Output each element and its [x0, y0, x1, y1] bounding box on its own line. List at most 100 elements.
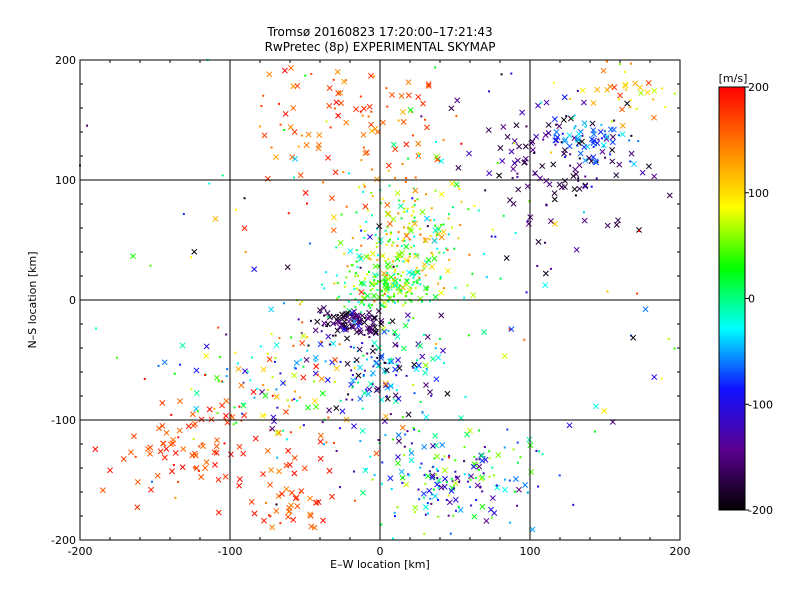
data-point-dot — [603, 130, 606, 133]
data-point-x — [251, 510, 258, 517]
data-point-dot — [490, 235, 493, 238]
data-point-x — [452, 496, 459, 503]
data-point-dot — [327, 416, 330, 419]
data-point-x — [391, 329, 398, 336]
data-point-x — [293, 494, 300, 501]
data-point-dot — [386, 287, 389, 290]
data-point-dot — [624, 88, 627, 91]
data-point-x — [379, 252, 386, 259]
data-point-dot — [404, 292, 407, 295]
data-point-x — [236, 443, 243, 450]
data-point-dot — [363, 277, 366, 280]
data-point-dot — [417, 152, 420, 155]
data-point-dot — [368, 303, 371, 306]
data-point-x — [385, 162, 392, 169]
data-point-dot — [368, 336, 371, 339]
data-point-dot — [301, 300, 304, 303]
data-point-dot — [508, 479, 511, 482]
data-point-x — [159, 400, 166, 406]
data-point-x — [619, 106, 626, 113]
data-point-dot — [405, 177, 408, 180]
data-point-x — [148, 486, 154, 493]
data-point-x — [496, 172, 503, 179]
data-point-dot — [398, 284, 401, 287]
data-point-x — [312, 354, 319, 361]
data-point-x — [373, 176, 380, 183]
data-point-x — [478, 452, 485, 459]
data-point-x — [199, 443, 206, 450]
data-point-x — [224, 419, 231, 426]
data-point-dot — [442, 223, 445, 226]
data-point-x — [576, 185, 583, 192]
data-point-x — [269, 425, 276, 432]
data-point-x — [403, 232, 410, 239]
grid-layer — [80, 60, 680, 540]
data-point-dot — [414, 199, 417, 202]
data-point-x — [242, 368, 248, 375]
data-point-x — [395, 432, 402, 439]
data-point-dot — [386, 267, 389, 270]
data-point-dot — [454, 470, 457, 473]
data-point-dot — [667, 337, 670, 340]
data-point-dot — [416, 282, 419, 285]
data-point-x — [425, 257, 432, 264]
x-tick-label: -100 — [218, 545, 243, 558]
data-point-dot — [413, 235, 416, 238]
data-point-x — [290, 105, 297, 112]
data-point-x — [264, 175, 271, 182]
data-point-x — [326, 85, 333, 91]
data-point-x — [269, 524, 276, 531]
data-point-dot — [528, 200, 531, 203]
data-point-dot — [320, 340, 323, 343]
data-point-dot — [463, 473, 466, 476]
data-point-dot — [491, 466, 494, 469]
data-point-x — [570, 173, 577, 180]
data-point-x — [617, 92, 624, 99]
data-point-dot — [470, 504, 473, 507]
data-point-dot — [459, 223, 462, 226]
data-point-dot — [367, 329, 370, 332]
data-point-dot — [569, 97, 572, 100]
data-point-dot — [258, 125, 261, 128]
data-point-x — [521, 159, 528, 166]
data-point-x — [330, 214, 337, 221]
data-point-x — [407, 107, 414, 114]
data-point-dot — [353, 287, 356, 290]
data-point-x — [372, 330, 379, 337]
data-point-dot — [488, 457, 491, 460]
data-point-x — [273, 393, 280, 400]
data-point-x — [367, 381, 374, 387]
data-point-dot — [335, 246, 338, 249]
data-point-x — [252, 435, 259, 442]
data-point-x — [235, 366, 242, 373]
data-point-dot — [451, 206, 454, 209]
data-point-dot — [386, 272, 389, 275]
data-point-dot — [429, 219, 432, 222]
data-point-dot — [356, 274, 359, 277]
y-tick-label: 200 — [55, 54, 76, 67]
data-point-x — [577, 150, 584, 157]
data-point-dot — [397, 231, 400, 234]
data-point-dot — [412, 273, 415, 276]
data-point-dot — [404, 301, 407, 304]
data-point-x — [315, 499, 322, 506]
data-point-x — [313, 403, 320, 410]
data-point-x — [357, 395, 364, 402]
data-point-x — [120, 456, 127, 462]
data-point-x — [240, 402, 247, 409]
data-point-dot — [437, 486, 440, 489]
data-point-x — [448, 487, 455, 494]
data-point-x — [321, 320, 328, 327]
data-point-dot — [368, 257, 371, 260]
data-point-x — [364, 292, 371, 299]
data-point-dot — [413, 273, 416, 276]
data-point-x — [163, 445, 170, 452]
data-point-x — [357, 318, 364, 325]
data-point-x — [432, 432, 439, 439]
data-point-dot — [471, 272, 474, 275]
data-point-dot — [402, 238, 405, 241]
data-point-dot — [410, 214, 413, 217]
data-point-x — [240, 450, 247, 457]
data-point-x — [396, 288, 403, 295]
data-point-dot — [554, 143, 557, 146]
